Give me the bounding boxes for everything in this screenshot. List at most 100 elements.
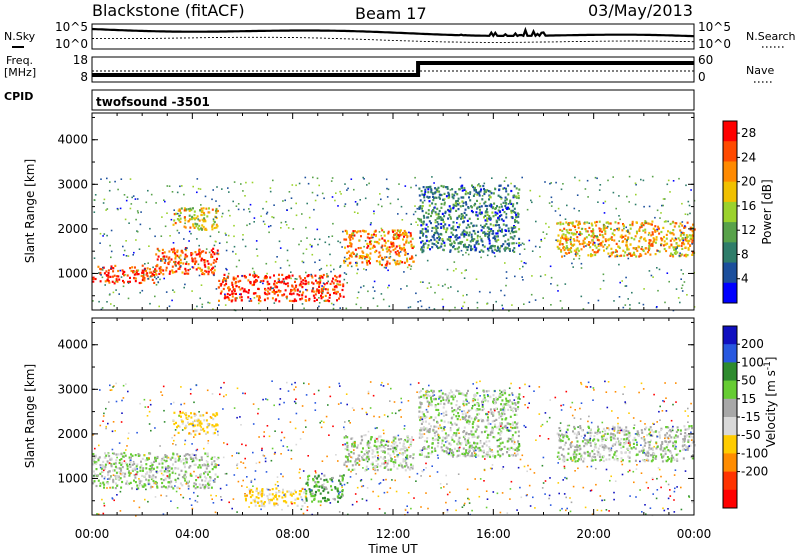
range-gate-cell xyxy=(418,206,421,210)
range-gate-cell xyxy=(361,250,364,253)
range-gate-cell xyxy=(393,443,396,446)
range-gate-cell xyxy=(494,455,497,458)
range-gate-cell xyxy=(678,239,681,242)
range-gate-cell xyxy=(685,234,688,237)
range-gate-cell xyxy=(394,234,397,236)
range-gate-cell xyxy=(488,233,491,236)
range-gate-cell xyxy=(648,245,650,248)
range-gate-cell xyxy=(181,484,184,487)
range-gate-cell xyxy=(445,413,448,416)
range-gate-cell xyxy=(300,284,303,287)
range-gate-cell xyxy=(511,216,514,219)
range-gate-cell xyxy=(504,262,506,264)
range-gate-cell xyxy=(301,303,304,305)
range-gate-cell xyxy=(589,241,592,244)
range-gate-cell xyxy=(505,229,508,232)
range-gate-cell xyxy=(491,420,494,423)
range-gate-cell xyxy=(465,449,468,452)
range-gate-cell xyxy=(355,264,358,267)
range-gate-cell xyxy=(154,273,157,276)
range-gate-cell xyxy=(266,297,269,300)
range-gate-cell xyxy=(392,248,395,252)
range-gate-cell xyxy=(616,437,619,440)
range-gate-cell xyxy=(658,232,661,235)
range-gate-cell xyxy=(442,220,445,224)
range-gate-cell xyxy=(446,397,449,400)
y-tick-label: 4000 xyxy=(57,133,88,147)
range-gate-cell xyxy=(453,432,456,435)
range-gate-cell xyxy=(452,398,455,401)
y-tick-label: 3000 xyxy=(57,177,88,191)
range-gate-cell xyxy=(152,266,154,269)
range-gate-cell xyxy=(184,470,187,473)
range-gate-cell xyxy=(617,222,620,225)
range-gate-cell xyxy=(390,459,393,463)
range-gate-cell xyxy=(572,224,575,227)
range-gate-cell xyxy=(581,233,583,235)
range-gate-cell xyxy=(510,209,513,212)
range-gate-cell xyxy=(204,227,207,230)
range-gate-cell xyxy=(510,230,513,233)
range-gate-cell xyxy=(115,467,118,470)
range-gate-cell xyxy=(468,446,471,449)
range-gate-cell xyxy=(616,228,618,230)
range-gate-cell xyxy=(197,466,200,469)
range-gate-cell xyxy=(525,262,527,265)
range-gate-cell xyxy=(458,442,461,445)
range-gate-cell xyxy=(460,185,463,188)
range-gate-cell xyxy=(118,293,120,295)
range-gate-cell xyxy=(93,470,95,473)
range-gate-cell xyxy=(177,431,180,434)
colorbar-segment xyxy=(723,181,737,203)
range-gate-cell xyxy=(137,454,140,457)
range-gate-cell xyxy=(434,449,437,452)
range-gate-cell xyxy=(345,444,348,447)
range-gate-cell xyxy=(306,202,308,205)
range-gate-cell xyxy=(673,436,676,439)
range-gate-cell xyxy=(215,260,218,263)
range-gate-cell xyxy=(468,244,471,247)
range-gate-cell xyxy=(199,209,202,212)
range-gate-cell xyxy=(476,234,479,237)
range-gate-cell xyxy=(316,485,318,488)
range-gate-cell xyxy=(513,442,516,445)
range-gate-cell xyxy=(367,446,370,449)
range-gate-cell xyxy=(450,454,453,457)
range-gate-cell xyxy=(435,213,438,216)
range-gate-cell xyxy=(371,463,374,466)
range-gate-cell xyxy=(461,393,464,396)
range-gate-cell xyxy=(336,280,339,283)
range-gate-cell xyxy=(489,216,492,219)
range-gate-cell xyxy=(569,238,572,241)
range-gate-cell xyxy=(150,475,153,478)
range-gate-cell xyxy=(438,209,441,213)
range-gate-cell xyxy=(626,254,629,257)
range-gate-cell xyxy=(373,210,375,213)
range-gate-cell xyxy=(187,421,189,424)
range-gate-cell xyxy=(427,455,430,458)
range-gate-cell xyxy=(485,390,488,393)
range-gate-cell xyxy=(397,237,400,240)
range-gate-cell xyxy=(494,248,497,251)
range-gate-cell xyxy=(432,199,435,202)
range-gate-cell xyxy=(485,210,488,213)
range-gate-cell xyxy=(185,262,188,265)
range-gate-cell xyxy=(453,447,456,450)
range-gate-cell xyxy=(482,398,485,401)
range-gate-cell xyxy=(471,446,474,449)
range-gate-cell xyxy=(333,292,335,295)
range-gate-cell xyxy=(426,430,429,433)
range-gate-cell xyxy=(387,232,390,235)
range-gate-cell xyxy=(335,292,338,295)
range-gate-cell xyxy=(433,197,435,200)
range-gate-cell xyxy=(436,237,439,240)
range-gate-cell xyxy=(361,261,364,264)
range-gate-cell xyxy=(192,421,195,424)
range-gate-cell xyxy=(114,465,117,468)
range-gate-cell xyxy=(371,452,374,455)
range-gate-cell xyxy=(154,480,157,484)
range-gate-cell xyxy=(235,265,238,268)
range-gate-cell xyxy=(398,251,400,255)
range-gate-cell xyxy=(330,488,333,491)
range-gate-cell xyxy=(680,244,683,247)
